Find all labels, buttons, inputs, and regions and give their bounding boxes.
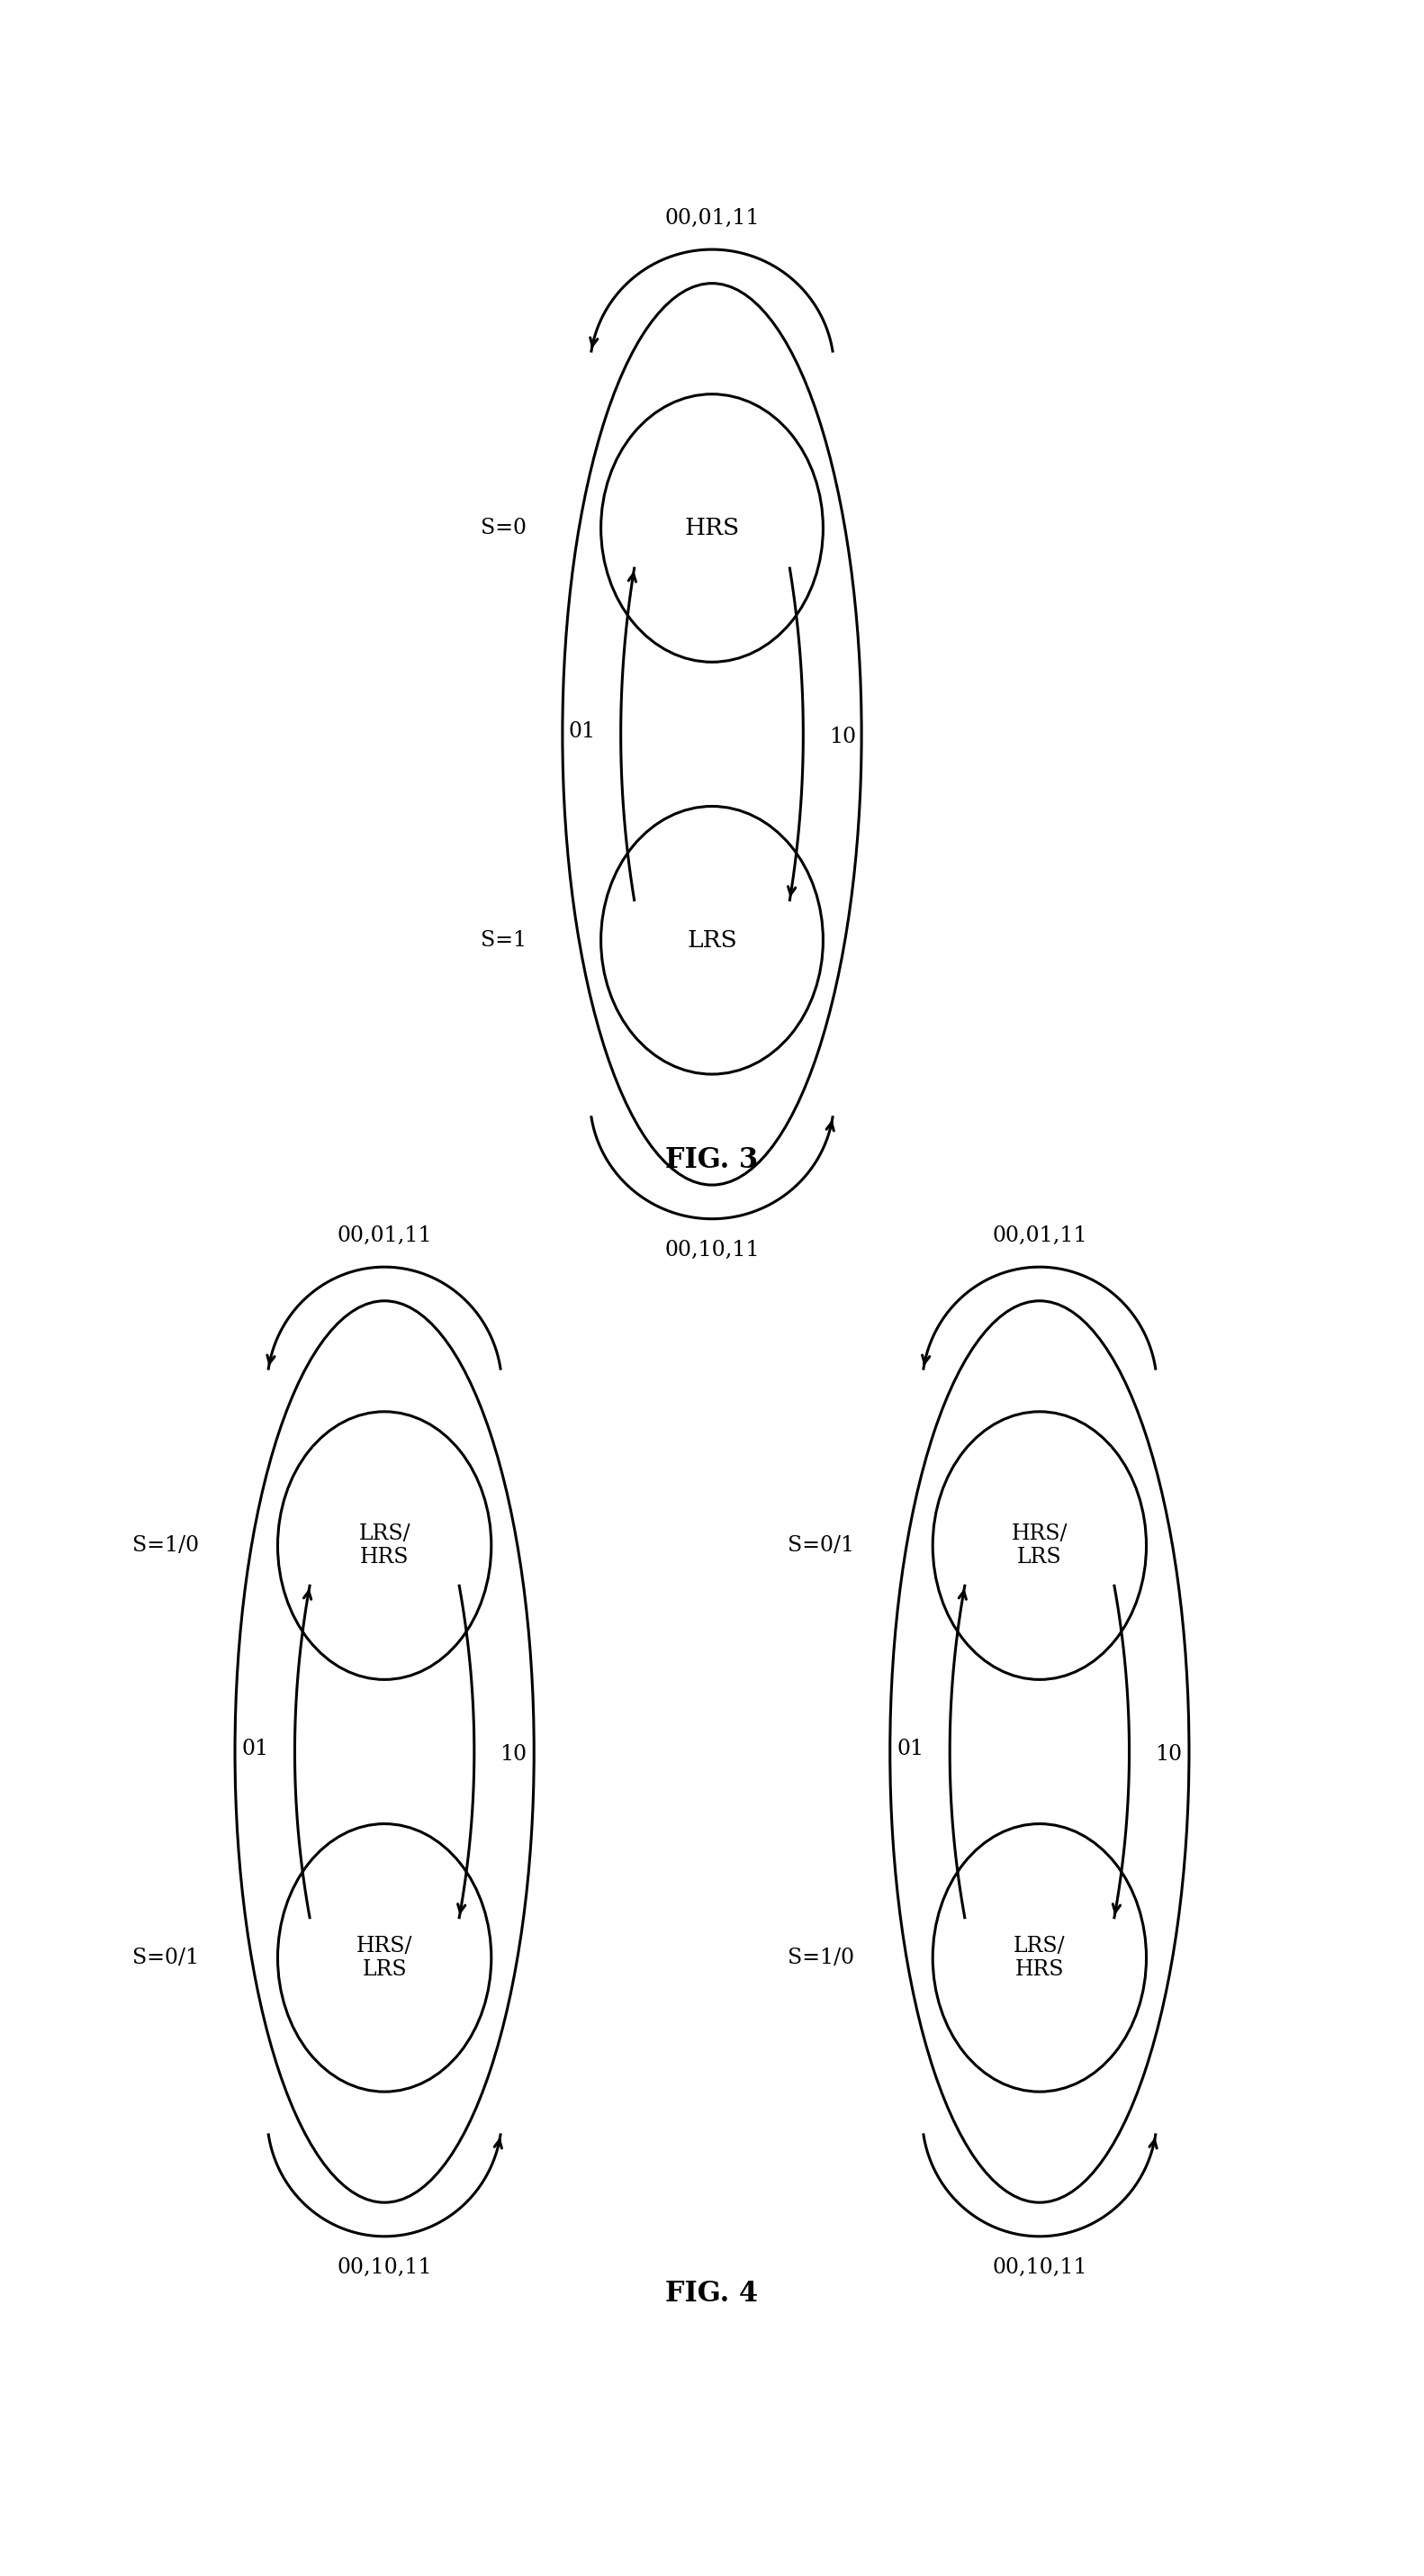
Ellipse shape (933, 1824, 1146, 2092)
Text: S=1/0: S=1/0 (132, 1535, 199, 1556)
Text: FIG. 4: FIG. 4 (665, 2280, 759, 2308)
Text: 00,10,11: 00,10,11 (993, 2257, 1087, 2277)
Text: 00,01,11: 00,01,11 (665, 209, 759, 229)
Text: 00,10,11: 00,10,11 (665, 1239, 759, 1260)
Text: 00,01,11: 00,01,11 (993, 1226, 1087, 1247)
Text: 01: 01 (242, 1739, 269, 1759)
Text: HRS/
LRS: HRS/ LRS (1011, 1522, 1068, 1569)
Text: LRS/
HRS: LRS/ HRS (1014, 1935, 1065, 1981)
Text: 01: 01 (897, 1739, 924, 1759)
Ellipse shape (601, 394, 823, 662)
Ellipse shape (278, 1412, 491, 1680)
Text: LRS/
HRS: LRS/ HRS (359, 1522, 410, 1569)
Ellipse shape (601, 806, 823, 1074)
Text: 10: 10 (829, 726, 856, 747)
Ellipse shape (278, 1824, 491, 2092)
Text: S=0/1: S=0/1 (787, 1535, 854, 1556)
Text: S=1/0: S=1/0 (787, 1947, 854, 1968)
Text: 10: 10 (1155, 1744, 1182, 1765)
Text: S=0: S=0 (481, 518, 527, 538)
Text: 00,01,11: 00,01,11 (337, 1226, 431, 1247)
Text: HRS: HRS (685, 518, 739, 538)
Ellipse shape (933, 1412, 1146, 1680)
Text: 00,10,11: 00,10,11 (337, 2257, 431, 2277)
Text: HRS/
LRS: HRS/ LRS (356, 1935, 413, 1981)
Text: 01: 01 (568, 721, 595, 742)
Text: S=1: S=1 (481, 930, 527, 951)
Text: S=0/1: S=0/1 (132, 1947, 199, 1968)
Text: LRS: LRS (686, 930, 738, 951)
Text: 10: 10 (500, 1744, 527, 1765)
Text: FIG. 3: FIG. 3 (665, 1146, 759, 1175)
